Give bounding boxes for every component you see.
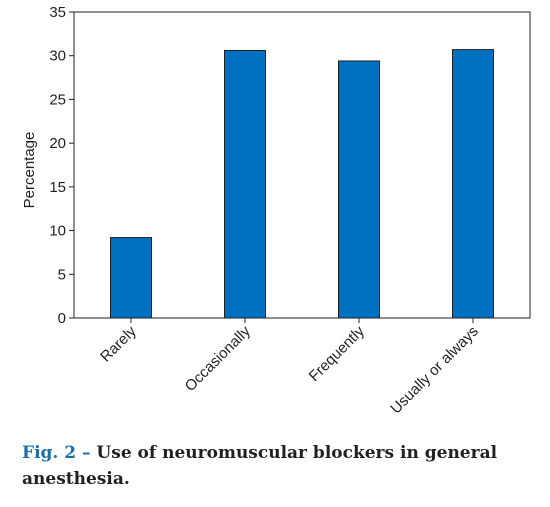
x-axis-labels: Rarely Occasionally Frequently Usually or a…: [97, 318, 482, 417]
bar: [338, 60, 380, 319]
y-tick-label: 10: [49, 223, 66, 240]
bar: [110, 237, 152, 319]
y-tick-label: 25: [49, 91, 66, 108]
y-tick-label: 20: [49, 135, 66, 152]
bars: [110, 49, 494, 319]
y-axis: 0 5 10 15 20 25 30 35: [49, 4, 74, 327]
bar: [224, 49, 266, 319]
x-tick-label: Rarely: [97, 322, 140, 365]
bar: [452, 49, 494, 319]
y-tick-label: 5: [58, 266, 66, 283]
figure-label: Fig. 2 –: [22, 443, 91, 463]
y-tick-label: 0: [58, 310, 66, 327]
x-tick-label: Frequently: [306, 322, 368, 384]
caption-text: Use of neuromuscular blockers in general…: [22, 443, 498, 489]
x-tick-label: Usually or always: [387, 323, 482, 418]
y-tick-label: 35: [49, 4, 66, 21]
y-axis-label: Percentage: [21, 132, 38, 209]
y-tick-label: 15: [49, 179, 66, 196]
plot-area-frame: [73, 11, 531, 319]
bar-chart: 0 5 10 15 20 25 30 35 Rarely Occasionally Frequen…: [21, 4, 531, 417]
x-tick-label: Occasionally: [182, 322, 255, 395]
y-tick-label: 30: [49, 48, 66, 65]
figure-caption: Fig. 2 – Use of neuromuscular blockers i…: [22, 440, 522, 492]
